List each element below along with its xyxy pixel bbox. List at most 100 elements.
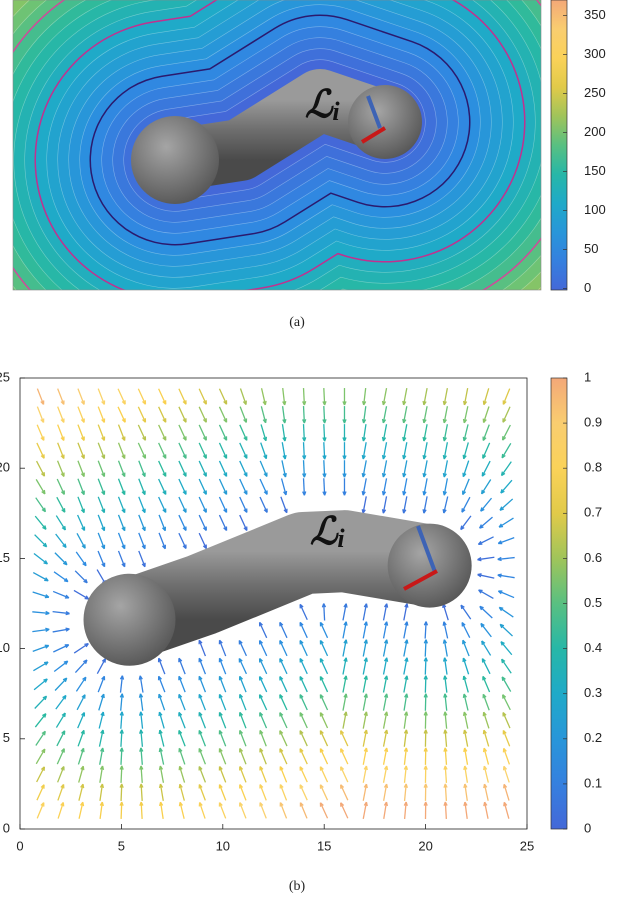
vector-arrow xyxy=(239,730,247,747)
vector-arrow xyxy=(323,388,326,406)
vector-arrow xyxy=(178,514,187,531)
vector-arrow xyxy=(362,621,368,639)
arrow-head xyxy=(423,765,428,770)
vector-arrow xyxy=(402,496,408,514)
frame-axis xyxy=(403,569,438,591)
arrow-head xyxy=(178,783,183,789)
vector-arrow xyxy=(78,784,84,801)
arrow-head xyxy=(342,401,347,406)
vector-arrow xyxy=(77,442,85,459)
vector-arrow xyxy=(483,712,490,729)
vector-arrow xyxy=(57,784,65,801)
vector-arrow xyxy=(159,765,165,783)
vector-arrow xyxy=(137,442,147,459)
arrow-head xyxy=(302,473,307,478)
colorbar-tick-label: 300 xyxy=(584,46,606,61)
vector-arrow xyxy=(260,406,267,423)
vector-arrow xyxy=(57,442,65,459)
colorbar-tick-label: 0.3 xyxy=(584,685,602,700)
arrow-head xyxy=(403,711,409,716)
link-joint xyxy=(348,85,422,159)
arrow-head xyxy=(342,419,347,424)
arrow-head xyxy=(218,766,223,771)
vector-arrow xyxy=(36,766,45,783)
vector-arrow xyxy=(279,658,288,675)
arrow-head xyxy=(422,436,427,442)
arrow-head xyxy=(40,400,45,405)
vector-arrow xyxy=(382,765,388,783)
vector-arrow xyxy=(481,479,492,495)
y-tick-label: 15 xyxy=(0,550,10,565)
vector-arrow xyxy=(218,514,228,531)
arrow-head xyxy=(202,490,207,495)
vector-arrow xyxy=(444,675,448,693)
vector-arrow xyxy=(239,694,247,711)
arrow-head xyxy=(477,573,482,578)
arrow-head xyxy=(482,711,487,717)
vector-arrow xyxy=(362,711,368,729)
arrow-head xyxy=(142,418,147,423)
arrow-head xyxy=(363,693,368,698)
vector-arrow xyxy=(323,460,326,478)
arrow-head xyxy=(499,506,505,511)
arrow-head xyxy=(340,766,345,771)
arrow-head xyxy=(243,526,248,531)
vector-arrow xyxy=(279,802,288,819)
vector-arrow xyxy=(75,551,87,567)
arrow-head xyxy=(342,455,347,460)
arrow-head xyxy=(80,472,85,478)
arrow-head xyxy=(119,729,124,734)
vector-arrow xyxy=(481,640,492,656)
arrow-head xyxy=(258,621,263,627)
arrow-head xyxy=(443,765,448,770)
arrow-head xyxy=(239,693,244,699)
arrow-head xyxy=(119,711,124,716)
arrow-head xyxy=(342,437,347,442)
arrow-head xyxy=(279,748,284,753)
vector-arrow xyxy=(323,478,326,496)
vector-arrow xyxy=(198,676,207,693)
arrow-head xyxy=(101,508,106,514)
vector-arrow xyxy=(54,552,68,566)
vector-arrow xyxy=(443,496,449,514)
vector-arrow xyxy=(302,478,306,496)
caption: (b) xyxy=(289,879,306,894)
vector-arrow xyxy=(120,747,123,765)
vector-arrow xyxy=(218,460,228,477)
vector-arrow xyxy=(178,676,186,693)
vector-arrow xyxy=(52,610,70,615)
arrow-head xyxy=(423,693,428,698)
vector-arrow xyxy=(239,514,248,531)
arrow-head xyxy=(461,508,466,513)
arrow-head xyxy=(238,657,243,663)
arrow-head xyxy=(243,436,248,441)
arrow-head xyxy=(299,603,304,609)
arrow-head xyxy=(80,454,85,460)
arrow-head xyxy=(462,400,468,406)
arrow-head xyxy=(442,436,447,442)
vector-arrow xyxy=(279,784,288,801)
vector-arrow xyxy=(178,694,186,711)
arrow-head xyxy=(218,639,223,645)
vector-arrow xyxy=(497,556,515,560)
arrow-head xyxy=(259,802,264,807)
vector-arrow xyxy=(139,693,144,711)
vector-arrow xyxy=(299,640,308,657)
arrow-head xyxy=(101,436,106,441)
colorbar-tick-label: 0.6 xyxy=(584,550,602,565)
arrow-head xyxy=(299,694,304,699)
vector-arrow xyxy=(444,765,448,783)
arrow-head xyxy=(158,801,164,807)
vector-arrow xyxy=(281,442,286,460)
vector-arrow xyxy=(32,628,50,633)
arrow-head xyxy=(99,783,105,789)
arrow-head xyxy=(60,766,65,771)
arrow-head xyxy=(402,400,407,406)
arrow-head xyxy=(119,693,125,698)
vector-arrow xyxy=(463,442,469,459)
arrow-head xyxy=(503,801,508,807)
arrow-head xyxy=(259,712,264,717)
vector-arrow xyxy=(198,784,206,801)
arrow-head xyxy=(41,730,46,736)
vector-arrow xyxy=(319,694,329,711)
